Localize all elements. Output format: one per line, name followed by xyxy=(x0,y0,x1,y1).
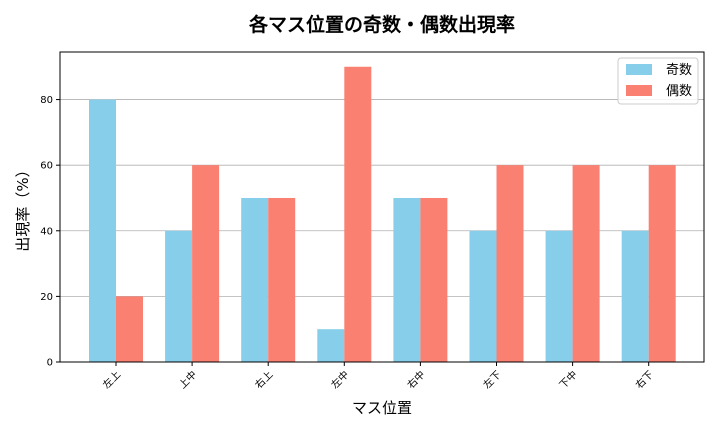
bar-odd-0 xyxy=(89,99,116,363)
y-tick-label: 80 xyxy=(40,95,53,106)
bars xyxy=(89,66,676,363)
bar-even-0 xyxy=(116,296,143,362)
y-tick-label: 20 xyxy=(40,292,53,303)
y-tick-label: 0 xyxy=(47,358,53,369)
bar-odd-6 xyxy=(545,230,573,362)
chart-title: 各マス位置の奇数・偶数出現率 xyxy=(248,13,515,36)
plot-frame xyxy=(59,51,705,363)
bar-even-3 xyxy=(344,66,372,362)
bar-even-5 xyxy=(496,165,524,362)
bar-odd-7 xyxy=(621,230,649,362)
bar-odd-1 xyxy=(165,230,193,362)
bar-even-7 xyxy=(648,165,676,362)
x-tick-label: 左中 xyxy=(328,368,351,391)
legend-label-odd: 奇数 xyxy=(666,62,692,78)
bar-even-2 xyxy=(268,197,296,362)
y-axis-ticks: 0 20 40 60 80 xyxy=(40,95,60,369)
bar-odd-4 xyxy=(393,197,421,362)
bar-even-4 xyxy=(420,197,448,362)
x-tick-label: 左下 xyxy=(480,368,503,391)
legend-label-even: 偶数 xyxy=(666,84,692,99)
x-tick-label: 下中 xyxy=(556,368,579,391)
x-tick-label: 左上 xyxy=(100,368,123,391)
x-tick-label: 右中 xyxy=(404,368,427,391)
x-axis-label: マス位置 xyxy=(352,399,412,417)
bar-odd-3 xyxy=(317,329,345,362)
bar-even-6 xyxy=(572,165,600,362)
x-tick-label: 右下 xyxy=(633,368,656,391)
bar-even-1 xyxy=(192,165,220,362)
legend-swatch-even xyxy=(626,85,652,96)
y-axis-label: 出現率（%） xyxy=(14,162,32,251)
y-tick-label: 40 xyxy=(40,226,53,237)
bar-odd-2 xyxy=(241,197,269,362)
legend-swatch-odd xyxy=(626,64,652,75)
bar-odd-5 xyxy=(469,230,497,362)
y-grid xyxy=(60,99,704,297)
x-tick-label: 上中 xyxy=(176,368,199,391)
x-axis-ticks: 左上 上中 右上 左中 右中 左下 下中 右下 xyxy=(100,362,656,391)
y-tick-label: 60 xyxy=(40,161,53,172)
x-tick-label: 右上 xyxy=(252,368,275,391)
